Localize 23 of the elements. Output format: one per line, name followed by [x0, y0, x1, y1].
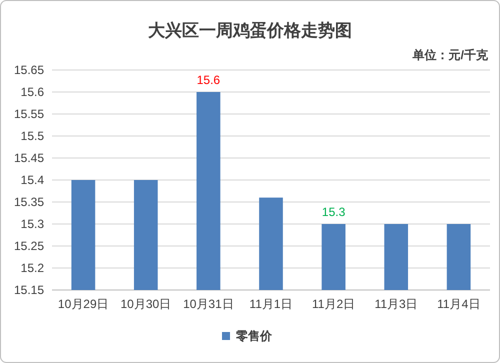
text: 单位：元/千克	[412, 48, 489, 62]
y-tick-label: 15.6	[20, 85, 44, 100]
data-label: 15.3	[322, 205, 346, 219]
chart-title: 大兴区一周鸡蛋价格走势图	[148, 21, 352, 40]
y-tick-label: 15.4	[20, 173, 44, 188]
y-tick-label: 15.65	[14, 63, 44, 78]
x-tick-label: 10月29日	[58, 297, 109, 311]
y-tick-label: 15.2	[20, 261, 44, 276]
x-tick-label: 11月2日	[312, 297, 356, 311]
y-tick-label: 15.35	[14, 195, 44, 210]
x-tick-label: 10月30日	[120, 297, 172, 311]
y-tick-label: 15.25	[14, 239, 44, 254]
x-tick-label: 11月1日	[249, 297, 293, 311]
y-tick-label: 15.45	[14, 151, 44, 166]
y-tick-label: 15.3	[20, 217, 44, 232]
y-tick-label: 15.55	[14, 107, 44, 122]
x-tick-label: 10月31日	[183, 297, 234, 311]
y-tick-label: 15.15	[14, 283, 44, 298]
x-tick-label: 11月3日	[374, 297, 418, 311]
legend-label: 零售价	[235, 329, 273, 344]
y-tick-label: 15.5	[20, 129, 44, 144]
data-label: 15.6	[196, 73, 220, 87]
x-tick-label: 11月4日	[437, 297, 480, 311]
